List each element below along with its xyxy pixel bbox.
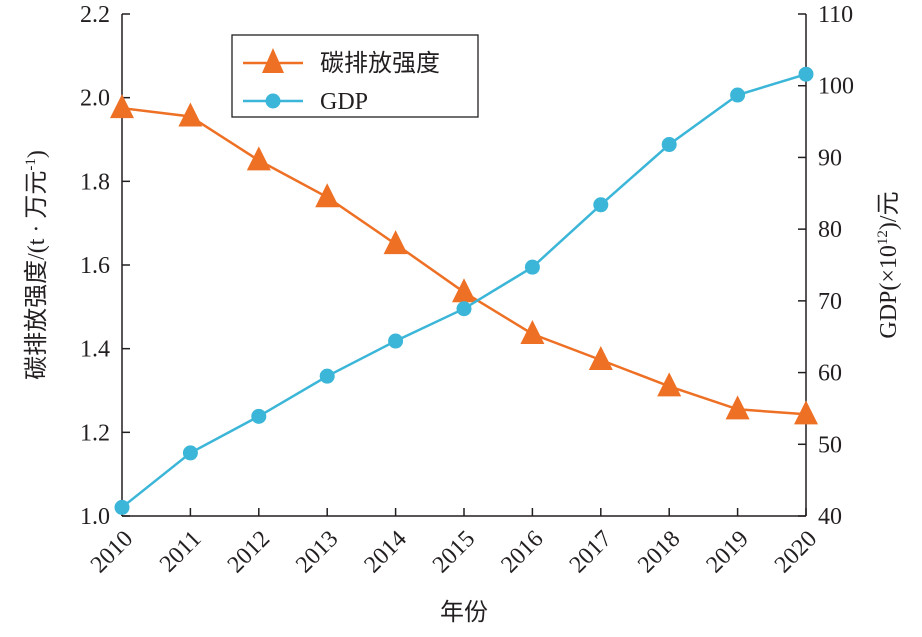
right-y-axis-title-main: GDP(×10 [876,245,902,339]
right-y-tick-label: 110 [818,2,853,28]
gdp-point [593,197,609,213]
x-ticks: 2010 2011 2012 2013 2014 2015 2016 2017 2018 2019… [86,508,822,578]
carbon-intensity-point [315,183,340,208]
gdp-point [114,499,130,515]
left-y-axis-title-end: ) [24,150,50,158]
x-tick-label: 2017 [565,526,617,578]
legend-marker-circle [265,93,281,109]
carbon-intensity-line [121,106,807,416]
right-y-axis-title-sup: 12 [875,230,891,245]
gdp-point [798,66,814,82]
right-y-tick-label: 80 [818,217,842,243]
x-tick-label: 2015 [428,526,480,578]
right-y-tick-label: 90 [818,145,842,171]
left-y-ticks: 1.0 1.2 1.4 1.6 1.8 2.0 2.2 [80,2,130,530]
carbon-intensity-point [520,320,545,345]
x-tick-label: 2019 [702,526,754,578]
x-tick-label: 2013 [291,526,343,578]
gdp-point [730,87,746,103]
right-y-tick-label: 40 [818,504,842,530]
carbon-intensity-point [178,102,203,127]
carbon-intensity-point [383,230,408,255]
left-y-axis-title-sup: -1 [23,158,39,171]
carbon-intensity-point [588,345,613,370]
legend: 碳排放强度 GDP [231,34,479,118]
left-y-tick-label: 2.2 [80,2,110,28]
left-y-tick-label: 1.2 [80,420,110,446]
carbon-intensity-point [794,400,818,425]
series-layer [110,66,818,515]
gdp-point [251,408,267,424]
left-y-axis-title-main: 碳排放强度/(t · 万元 [23,171,50,380]
x-tick-label: 2010 [86,526,138,578]
left-y-tick-label: 1.6 [80,253,110,279]
left-y-axis-title: 碳排放强度/(t · 万元-1) [23,150,50,380]
carbon-intensity-point [110,94,134,119]
carbon-intensity-point [452,278,476,303]
x-tick-label: 2016 [496,526,548,578]
x-axis-title: 年份 [440,599,488,626]
x-tick-label: 2014 [360,526,412,578]
gdp-point [524,259,540,275]
x-tick-label: 2018 [633,526,685,578]
gdp-point [661,137,677,153]
x-tick-label: 2012 [223,526,275,578]
legend-label-carbon: 碳排放强度 [320,50,440,77]
left-y-tick-label: 2.0 [80,86,110,112]
left-y-tick-label: 1.0 [80,504,110,530]
right-y-tick-label: 70 [818,289,842,315]
x-tick-label: 2011 [155,526,207,578]
right-y-axis-title-end: )/元 [876,191,902,230]
right-y-tick-label: 50 [818,432,842,458]
right-y-axis-title: GDP(×1012)/元 [875,191,902,338]
left-y-tick-label: 1.4 [80,337,110,363]
legend-label-gdp: GDP [320,89,368,115]
gdp-point [456,301,472,317]
carbon-intensity-point [725,395,750,420]
right-y-ticks: 40 50 60 70 80 90 100 110 [798,2,854,530]
right-y-tick-label: 60 [818,361,842,387]
carbon-intensity-point [246,146,271,171]
left-y-tick-label: 1.8 [80,169,110,195]
right-y-tick-label: 100 [818,74,854,100]
legend-marker-triangle [262,48,284,73]
carbon-intensity-point [657,372,682,397]
gdp-point [319,368,335,384]
x-tick-label: 2020 [770,526,822,578]
gdp-point [182,445,198,461]
gdp-point [388,333,404,349]
